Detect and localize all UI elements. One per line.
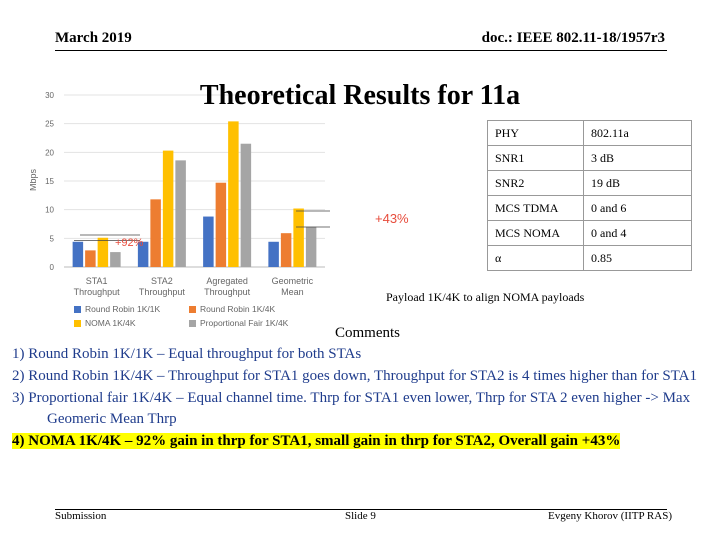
bar bbox=[240, 143, 252, 267]
annotation-92-label: +92% bbox=[115, 237, 144, 249]
bar bbox=[280, 233, 292, 267]
table-param-name: SNR1 bbox=[487, 145, 584, 171]
y-tick-label: 0 bbox=[50, 263, 55, 272]
bar bbox=[175, 160, 186, 267]
bar bbox=[305, 226, 317, 267]
bar bbox=[85, 250, 96, 267]
header-doc-id: doc.: IEEE 802.11-18/1957r3 bbox=[481, 30, 665, 46]
table-param-name: α bbox=[487, 245, 584, 271]
x-category-label: Throughput bbox=[139, 287, 186, 297]
bar bbox=[150, 199, 161, 267]
slide-title: Theoretical Results for 11a bbox=[199, 80, 521, 111]
chart-legend: Round Robin 1K/1K Round Robin 1K/4K NOMA 1… bbox=[74, 304, 289, 328]
table-param-value: 0 and 6 bbox=[583, 195, 692, 221]
bar bbox=[215, 182, 227, 267]
comment-item-4: 4) NOMA 1K/4K – 92% gain in thrp for STA… bbox=[12, 431, 702, 453]
y-tick-label: 15 bbox=[45, 177, 54, 186]
x-category-label: Mean bbox=[281, 287, 304, 297]
chart-y-axis-label: Mbps bbox=[30, 169, 38, 192]
table-param-name: MCS TDMA bbox=[487, 195, 584, 221]
x-category-label: Throughput bbox=[204, 287, 251, 297]
table-row: SNR2 19 dB bbox=[487, 170, 692, 196]
footer-rule bbox=[55, 509, 667, 510]
bar bbox=[203, 216, 214, 267]
bar bbox=[228, 121, 239, 267]
table-row: MCS NOMA 0 and 4 bbox=[487, 220, 692, 246]
legend-label: Proportional Fair 1K/4K bbox=[200, 318, 289, 328]
footer-author: Evgeny Khorov (IITP RAS) bbox=[548, 510, 672, 522]
legend-swatch bbox=[189, 320, 196, 327]
comment-item-3: 3) Proportional fair 1K/4K – Equal chann… bbox=[12, 389, 691, 428]
comments-title: Comments bbox=[334, 325, 400, 341]
table-param-name: MCS NOMA bbox=[487, 220, 584, 246]
legend-label: Round Robin 1K/4K bbox=[200, 304, 275, 314]
x-category-label: Agregated bbox=[206, 276, 248, 286]
legend-swatch bbox=[189, 306, 196, 313]
bar bbox=[97, 237, 109, 267]
comment-item-1: 1) Round Robin 1K/1K – Equal throughput … bbox=[12, 346, 362, 362]
x-category-label: STA2 bbox=[151, 276, 173, 286]
table-param-value: 0 and 4 bbox=[583, 220, 692, 246]
x-category-label: STA1 bbox=[86, 276, 108, 286]
phy-parameters-table: PHY 802.11a SNR1 3 dB SNR2 19 dB MCS TDMA 0 and… bbox=[487, 120, 692, 271]
table-row: α 0.85 bbox=[487, 245, 692, 271]
y-tick-label: 30 bbox=[45, 91, 54, 100]
bar bbox=[268, 241, 279, 267]
comments-list: 1) Round Robin 1K/1K – Equal throughput … bbox=[12, 344, 702, 453]
y-tick-label: 20 bbox=[45, 148, 54, 157]
bar bbox=[110, 252, 121, 267]
table-param-value: 19 dB bbox=[583, 170, 692, 196]
annotation-43-label: +43% bbox=[375, 211, 409, 226]
header-date: March 2019 bbox=[55, 30, 132, 46]
table-param-value: 802.11a bbox=[583, 120, 692, 146]
table-row: SNR1 3 dB bbox=[487, 145, 692, 171]
y-tick-label: 25 bbox=[45, 120, 54, 129]
bar bbox=[162, 150, 174, 267]
comment-item-4-highlight: 4) NOMA 1K/4K – 92% gain in thrp for STA… bbox=[12, 433, 621, 450]
bar bbox=[293, 208, 304, 267]
legend-label: Round Robin 1K/1K bbox=[85, 304, 160, 314]
table-param-value: 3 dB bbox=[583, 145, 692, 171]
chart-category-labels: STA1ThroughputSTA2ThroughputAgregatedThr… bbox=[74, 276, 314, 297]
bar bbox=[137, 241, 149, 267]
x-category-label: Throughput bbox=[74, 287, 121, 297]
legend-swatch bbox=[74, 320, 81, 327]
legend-swatch bbox=[74, 306, 81, 313]
x-category-label: Geometric bbox=[272, 276, 314, 286]
footer-slide-number: Slide 9 bbox=[345, 510, 376, 522]
table-param-value: 0.85 bbox=[583, 245, 692, 271]
y-tick-label: 10 bbox=[45, 206, 54, 215]
table-row: MCS TDMA 0 and 6 bbox=[487, 195, 692, 221]
chart-y-ticks: 0 5 10 15 20 25 30 bbox=[45, 91, 54, 272]
table-param-name: SNR2 bbox=[487, 170, 584, 196]
legend-label: NOMA 1K/4K bbox=[85, 318, 136, 328]
bar bbox=[72, 241, 84, 267]
y-tick-label: 5 bbox=[50, 234, 55, 243]
table-param-name: PHY bbox=[487, 120, 584, 146]
header-rule bbox=[55, 50, 667, 51]
chart-bars bbox=[72, 121, 317, 267]
comment-item-2: 2) Round Robin 1K/4K – Throughput for ST… bbox=[12, 367, 697, 384]
footer-submission: Submission bbox=[55, 510, 107, 522]
table-row: PHY 802.11a bbox=[487, 120, 692, 146]
chart-annotations: +92% bbox=[74, 210, 330, 249]
payload-note: Payload 1K/4K to align NOMA payloads bbox=[386, 290, 585, 304]
